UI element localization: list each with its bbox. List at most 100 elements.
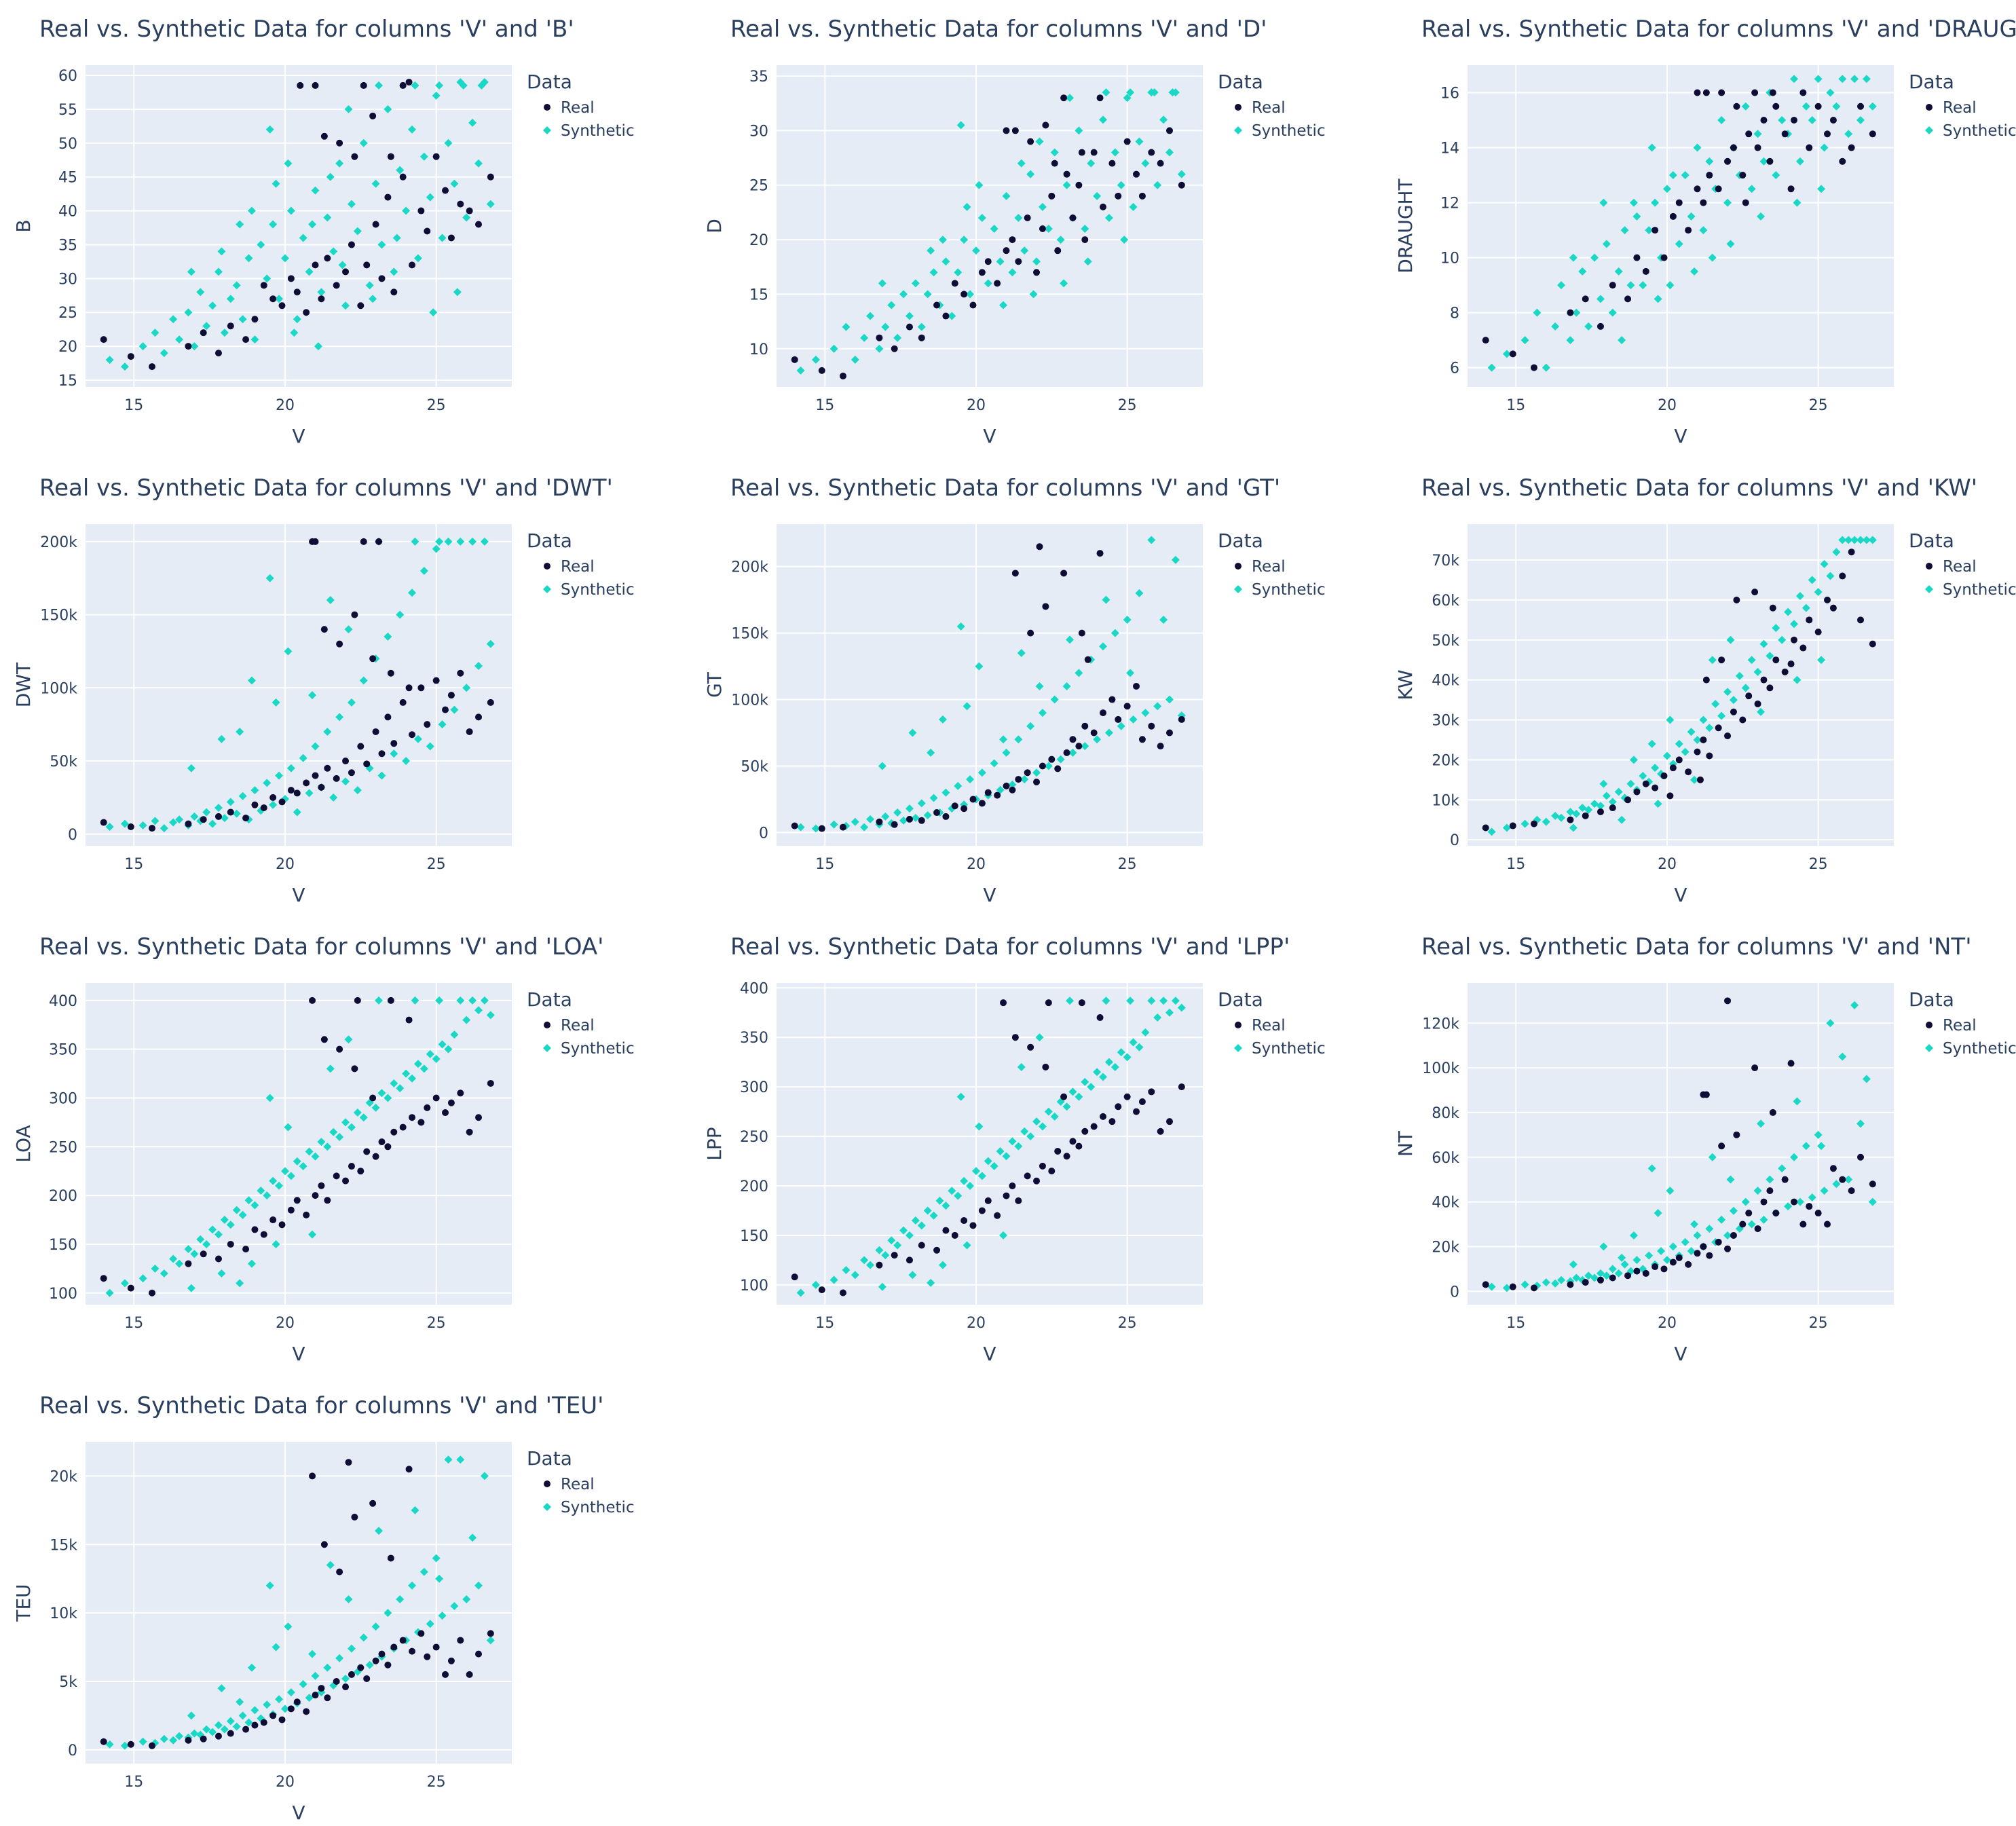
synthetic-point — [347, 698, 356, 707]
real-point — [933, 1246, 941, 1254]
legend-synthetic-label[interactable]: Synthetic — [1943, 122, 2016, 140]
synthetic-point — [308, 220, 317, 229]
synthetic-point — [138, 342, 147, 351]
synthetic-point — [160, 1269, 168, 1278]
synthetic-point — [887, 301, 896, 310]
legend-real-marker[interactable] — [1926, 104, 1933, 111]
synthetic-point — [402, 757, 411, 766]
legend-real-label[interactable]: Real — [1252, 558, 1286, 576]
real-point — [1633, 788, 1641, 796]
legend-synthetic-label[interactable]: Synthetic — [1252, 581, 1326, 599]
real-point — [100, 336, 107, 343]
legend-real-marker[interactable] — [1926, 1022, 1933, 1028]
synthetic-point — [290, 329, 299, 337]
synthetic-point — [1814, 75, 1823, 83]
legend-real-marker[interactable] — [1235, 104, 1242, 111]
real-point — [333, 1172, 340, 1180]
real-point — [342, 1177, 350, 1185]
real-point — [324, 255, 331, 262]
synthetic-point — [1020, 1127, 1029, 1136]
legend-synthetic-marker[interactable] — [1925, 1044, 1933, 1052]
real-point — [1166, 127, 1174, 134]
legend-synthetic-marker[interactable] — [543, 1503, 551, 1511]
legend-synthetic-label[interactable]: Synthetic — [1943, 581, 2016, 599]
synthetic-point — [1808, 576, 1816, 584]
legend-synthetic-marker[interactable] — [543, 1044, 551, 1052]
legend-real-label[interactable]: Real — [561, 558, 595, 576]
synthetic-point — [875, 344, 884, 353]
legend-synthetic-label[interactable]: Synthetic — [1252, 1040, 1326, 1058]
real-point — [100, 1738, 107, 1745]
legend-synthetic-label[interactable]: Synthetic — [561, 122, 635, 140]
legend-real-label[interactable]: Real — [1943, 558, 1977, 576]
real-point — [227, 1240, 234, 1248]
synthetic-point — [105, 1288, 114, 1297]
synthetic-point — [1590, 800, 1599, 808]
legend-real-label[interactable]: Real — [1252, 1017, 1286, 1035]
legend-real-label[interactable]: Real — [1252, 99, 1286, 117]
legend-synthetic-marker[interactable] — [543, 585, 551, 593]
synthetic-point — [1002, 748, 1011, 757]
y-tick-label: 120k — [1422, 1016, 1459, 1032]
real-point — [466, 1671, 473, 1678]
synthetic-point — [323, 727, 332, 736]
real-point — [309, 538, 316, 545]
synthetic-point — [1793, 1097, 1802, 1106]
legend-synthetic-label[interactable]: Synthetic — [561, 581, 635, 599]
synthetic-point — [1729, 696, 1738, 705]
synthetic-point — [923, 810, 932, 819]
synthetic-point — [1759, 639, 1768, 648]
legend-title: Data — [1218, 529, 1263, 552]
legend-real-marker[interactable] — [544, 1480, 550, 1487]
legend-real-marker[interactable] — [1235, 1022, 1242, 1028]
synthetic-point — [353, 786, 362, 795]
synthetic-point — [1533, 815, 1542, 824]
legend-real-marker[interactable] — [1235, 563, 1242, 570]
real-point — [1781, 1176, 1789, 1183]
legend-real-marker[interactable] — [544, 563, 550, 570]
legend-real-label[interactable]: Real — [561, 99, 595, 117]
synthetic-point — [1753, 667, 1762, 676]
real-point — [417, 1630, 425, 1637]
legend-real-marker[interactable] — [544, 1022, 550, 1028]
real-point — [475, 1114, 483, 1121]
legend-real-label[interactable]: Real — [561, 1017, 595, 1035]
legend-synthetic-label[interactable]: Synthetic — [561, 1499, 635, 1516]
synthetic-point — [284, 1622, 293, 1631]
legend-synthetic-label[interactable]: Synthetic — [1252, 122, 1326, 140]
legend-synthetic-marker[interactable] — [1234, 126, 1242, 134]
synthetic-point — [887, 1236, 896, 1245]
synthetic-point — [426, 193, 434, 202]
legend-synthetic-marker[interactable] — [1234, 585, 1242, 593]
legend-real-marker[interactable] — [544, 104, 550, 111]
real-point — [1669, 1259, 1677, 1266]
y-tick-label: 100k — [1422, 1060, 1459, 1077]
real-point — [1766, 1187, 1774, 1195]
real-point — [387, 996, 394, 1004]
legend-synthetic-marker[interactable] — [1925, 126, 1933, 134]
synthetic-point — [226, 295, 235, 303]
real-point — [1706, 172, 1713, 179]
legend-synthetic-marker[interactable] — [1234, 1044, 1242, 1052]
real-point — [818, 1286, 825, 1294]
synthetic-point — [247, 676, 256, 685]
legend-real-marker[interactable] — [1926, 563, 1933, 570]
legend-synthetic-label[interactable]: Synthetic — [1943, 1040, 2016, 1058]
synthetic-point — [335, 1654, 344, 1662]
legend-synthetic-marker[interactable] — [1925, 585, 1933, 593]
legend-real-label[interactable]: Real — [561, 1476, 595, 1493]
synthetic-point — [1705, 1225, 1714, 1233]
legend-synthetic-marker[interactable] — [543, 126, 551, 134]
synthetic-point — [996, 785, 1005, 794]
legend-synthetic-label[interactable]: Synthetic — [561, 1040, 635, 1058]
synthetic-point — [1487, 363, 1496, 372]
synthetic-point — [1726, 240, 1735, 248]
synthetic-point — [938, 1261, 947, 1269]
legend-real-label[interactable]: Real — [1943, 1017, 1977, 1035]
synthetic-point — [1104, 213, 1113, 222]
synthetic-point — [881, 322, 890, 331]
legend-real-label[interactable]: Real — [1943, 99, 1977, 117]
synthetic-point — [929, 1211, 938, 1220]
synthetic-point — [187, 1711, 195, 1720]
synthetic-point — [1802, 102, 1810, 111]
